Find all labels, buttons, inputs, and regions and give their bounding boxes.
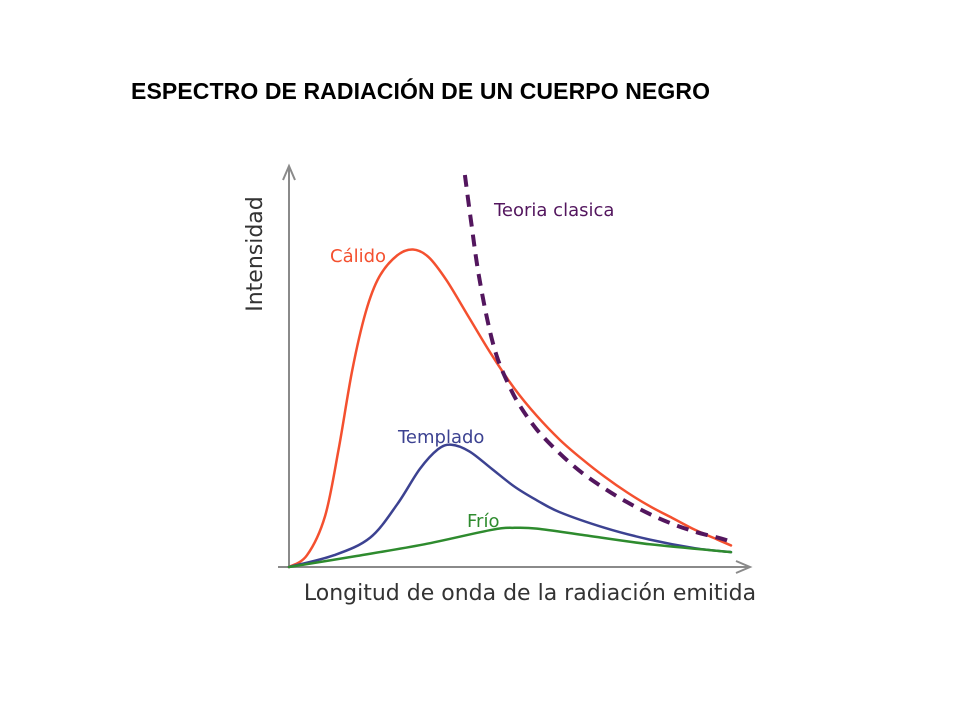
series-line-frio <box>287 526 733 569</box>
series-label-templado: Templado <box>397 427 484 448</box>
series-line-templado <box>287 443 733 569</box>
slide-title: ESPECTRO DE RADIACIÓN DE UN CUERPO NEGRO <box>131 78 711 104</box>
y-axis-label: Intensidad <box>243 196 268 312</box>
series-label-frio: Frío <box>467 511 499 532</box>
series-label-calido: Cálido <box>330 246 386 267</box>
y-axis-arrowhead <box>282 163 296 181</box>
chart-axes <box>278 163 753 574</box>
x-axis-label: Longitud de onda de la radiación emitida <box>304 581 756 606</box>
series-label-teoria-clasica: Teoria clasica <box>493 200 614 221</box>
series-line-teoria-clasica <box>462 174 732 544</box>
x-axis-arrowhead <box>735 560 753 574</box>
series-line-calido <box>287 248 733 569</box>
series-layer <box>287 174 733 569</box>
